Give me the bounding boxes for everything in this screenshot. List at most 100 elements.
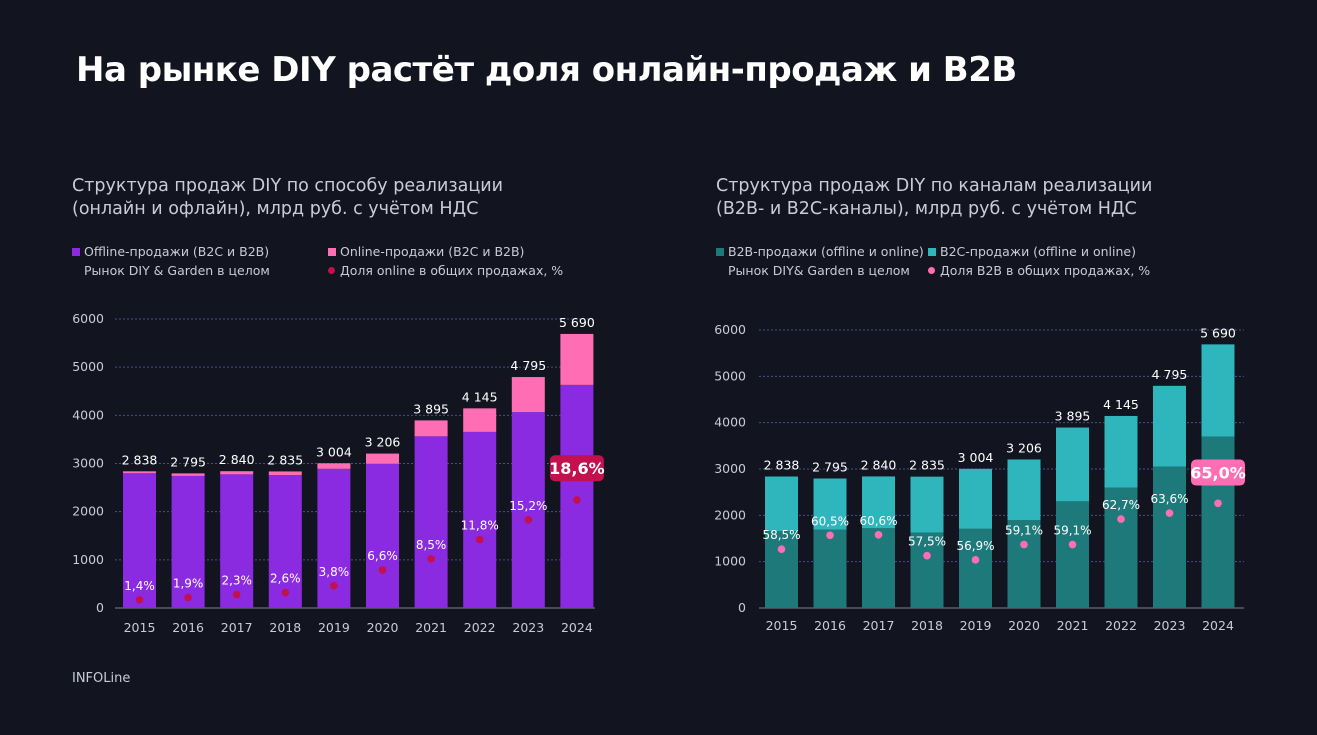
y-tick-label: 4000 [714, 415, 746, 430]
share-dot [1214, 499, 1222, 508]
page-title: На рынке DIY растёт доля онлайн-продаж и… [76, 50, 1017, 90]
x-tick-label: 2018 [269, 620, 301, 635]
share-label: 57,5% [908, 535, 946, 549]
x-tick-label: 2020 [1008, 618, 1040, 633]
y-tick-label: 1000 [714, 554, 746, 569]
chart-1-online-offline: 0 1000 2000 3000 4000 5000 6000 2 838 2015 1,4% 2 … [72, 311, 605, 635]
share-dot [923, 551, 931, 560]
share-dot [971, 556, 980, 564]
total-label: 4 795 [1152, 367, 1188, 382]
share-label: 58,5% [762, 528, 800, 542]
legend-item-market: Рынок DIY & Garden в целом [72, 263, 270, 278]
total-label: 2 835 [909, 458, 945, 473]
bar-segment-upper [1007, 459, 1041, 521]
total-label: 3 895 [413, 401, 449, 416]
bar-segment-upper [910, 476, 944, 533]
share-dot [330, 582, 338, 590]
bar-segment-upper [511, 377, 545, 413]
bar-segment-upper [1056, 427, 1089, 502]
share-label: 63,6% [1150, 492, 1188, 506]
bar-segment-lower [910, 532, 944, 608]
chart-2-title-line-1: Структура продаж DIY по каналам реализац… [716, 176, 1153, 196]
total-label: 5 690 [1200, 325, 1236, 340]
share-label: 1,9% [173, 576, 204, 590]
total-label: 3 206 [1006, 440, 1042, 455]
chart-2-b2b-b2c: 0 1000 2000 3000 4000 5000 6000 2 838 2015 58,5% 2… [714, 322, 1246, 633]
y-tick-label: 5000 [72, 359, 104, 374]
share-label: 59,1% [1053, 524, 1091, 538]
x-tick-label: 2019 [960, 618, 992, 633]
source-label: INFOLine [72, 671, 131, 686]
bar-segment-lower [765, 531, 798, 608]
legend-item-online-share: Доля online в общих продажах, % [328, 263, 563, 278]
share-label: 3,8% [319, 565, 350, 579]
share-dot [573, 496, 581, 504]
chart-2-title: Структура продаж DIY по каналам реализац… [716, 175, 1276, 221]
bar-segment-upper [463, 408, 497, 432]
share-label: 60,5% [811, 514, 849, 528]
x-tick-label: 2015 [766, 618, 798, 633]
share-label-highlight: 65,0% [1190, 464, 1246, 483]
legend-swatch-b2c [928, 247, 936, 256]
total-label: 2 838 [122, 452, 158, 467]
x-tick-label: 2019 [318, 620, 350, 635]
y-tick-label: 1000 [72, 552, 104, 567]
x-tick-label: 2017 [863, 618, 895, 633]
bar-segment-upper [765, 476, 798, 532]
bar-segment-lower [813, 529, 847, 608]
legend-item-offline: Offline-продажи (B2C и B2B) [72, 244, 269, 259]
bar-segment-lower [1104, 487, 1138, 608]
legend-label-market: Рынок DIY & Garden в целом [84, 263, 270, 278]
bar-segment-upper [123, 471, 156, 474]
x-tick-label: 2020 [367, 620, 399, 635]
share-dot [826, 531, 834, 540]
share-highlight-box [1191, 459, 1245, 486]
y-tick-label: 0 [738, 600, 746, 615]
bar-segment-lower [220, 474, 254, 608]
total-label: 4 145 [1103, 397, 1139, 412]
y-tick-label: 4000 [72, 407, 104, 422]
y-tick-label: 2000 [72, 504, 104, 519]
legend-dot-online-share [328, 267, 335, 274]
bar-segment-lower [1007, 520, 1041, 608]
x-tick-label: 2017 [221, 620, 253, 635]
share-dot [777, 545, 786, 553]
chart-1-legend: Offline-продажи (B2C и B2B) Online-прода… [72, 244, 632, 284]
total-label: 2 838 [764, 458, 800, 473]
x-tick-label: 2023 [512, 620, 544, 635]
bar-segment-lower [1056, 501, 1089, 608]
share-label: 11,8% [461, 519, 499, 533]
bar-segment-upper [813, 478, 847, 530]
share-label-highlight: 18,6% [549, 459, 605, 478]
total-label: 3 206 [365, 435, 401, 450]
x-tick-label: 2022 [464, 620, 496, 635]
share-dot [135, 596, 144, 604]
bar-segment-upper [366, 453, 399, 464]
share-label: 1,4% [124, 579, 155, 593]
bar-segment-lower [123, 473, 156, 608]
share-label: 60,6% [859, 514, 897, 528]
share-label: 2,6% [270, 572, 301, 586]
y-tick-label: 6000 [714, 322, 746, 337]
total-label: 4 145 [462, 389, 498, 404]
y-tick-label: 2000 [714, 507, 746, 522]
share-dot [874, 530, 883, 539]
legend-label-market-2: Рынок DIY& Garden в целом [728, 263, 910, 278]
bar-segment-upper [220, 471, 254, 475]
chart-1-title-line-2: (онлайн и офлайн), млрд руб. с учётом НД… [72, 199, 479, 219]
total-label: 2 840 [861, 457, 897, 472]
share-dot [1020, 540, 1028, 549]
x-tick-label: 2018 [911, 618, 943, 633]
x-tick-label: 2022 [1105, 618, 1137, 633]
legend-item-b2c: B2C-продажи (offline и online) [928, 244, 1136, 259]
legend-label-online: Online-продажи (B2C и B2B) [340, 244, 525, 259]
legend-swatch-offline [72, 247, 80, 256]
total-label: 4 795 [510, 358, 546, 373]
y-tick-label: 0 [96, 600, 104, 615]
bar-segment-lower [268, 475, 302, 608]
x-tick-label: 2024 [1202, 618, 1234, 633]
legend-label-online-share: Доля online в общих продажах, % [340, 263, 564, 278]
total-label: 3 004 [316, 444, 352, 459]
y-tick-label: 5000 [714, 368, 746, 383]
bar-segment-lower [414, 436, 448, 608]
